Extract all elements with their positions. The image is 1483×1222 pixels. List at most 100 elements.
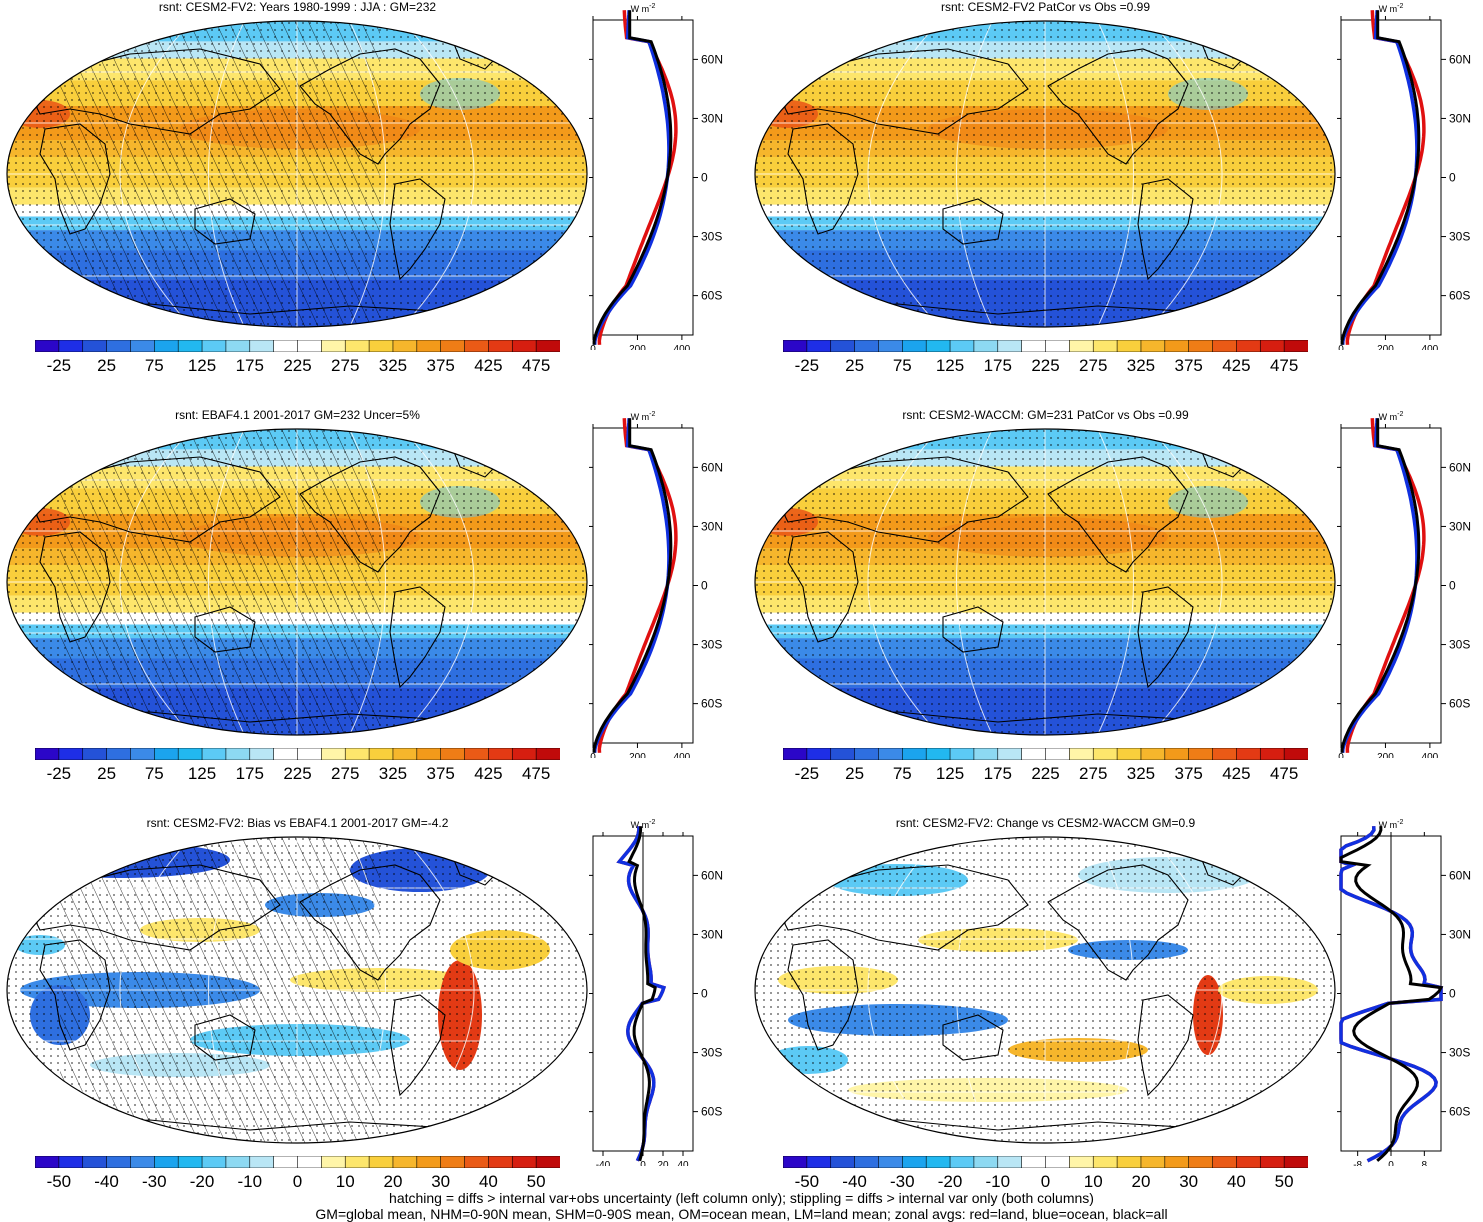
colorbar-tick-label: 175 bbox=[235, 356, 264, 375]
colorbar-tick-label: 275 bbox=[331, 356, 360, 375]
panel-title: rsnt: CESM2-FV2: Bias vs EBAF4.1 2001-20… bbox=[146, 816, 449, 830]
colorbar-swatch bbox=[440, 1156, 466, 1168]
colorbar-swatch bbox=[35, 1156, 60, 1168]
zonal-unit-label: W m-2 bbox=[631, 819, 656, 830]
robinson-map bbox=[754, 428, 1336, 736]
colorbar-swatch bbox=[392, 748, 418, 760]
colorbar-swatch bbox=[783, 340, 808, 352]
colorbar-tick-label: 75 bbox=[892, 764, 912, 783]
colorbar-tick-label: 375 bbox=[426, 764, 455, 783]
colorbar-tick-label: 325 bbox=[378, 764, 408, 783]
lat-tick-label: 30S bbox=[1449, 1046, 1470, 1060]
robinson-map bbox=[6, 836, 588, 1144]
colorbar-labels: -50 -40 -30 -20 -10 0 10 20 30 40 50 bbox=[35, 1172, 560, 1194]
zonal-x-tick-label: 200 bbox=[1377, 344, 1394, 350]
colorbar-swatch bbox=[249, 1156, 275, 1168]
colorbar-tick-label: 125 bbox=[935, 356, 965, 375]
colorbar-swatch bbox=[368, 340, 394, 352]
colorbar-tick-label: 475 bbox=[1269, 356, 1299, 375]
colorbar-swatch bbox=[1069, 748, 1095, 760]
colorbar-swatch bbox=[82, 748, 108, 760]
lat-tick-label: 30N bbox=[701, 519, 723, 533]
colorbar-tick-label: 475 bbox=[1269, 764, 1299, 783]
lat-tick-label: 30S bbox=[701, 1046, 722, 1060]
colorbar-swatch bbox=[997, 1156, 1023, 1168]
colorbar-swatch bbox=[949, 748, 975, 760]
colorbar-swatch bbox=[249, 748, 275, 760]
zonal-mean-plot: W m-2 60N 30N 0 30S 60S -8 0 8 bbox=[1337, 819, 1471, 1166]
colorbar-swatch bbox=[225, 748, 251, 760]
lat-tick-label: 60N bbox=[1449, 460, 1471, 474]
lat-tick-label: 0 bbox=[1449, 579, 1456, 593]
colorbar-swatch bbox=[806, 340, 832, 352]
colorbar-tick-label: 125 bbox=[187, 356, 217, 375]
colorbar-swatch bbox=[511, 748, 537, 760]
zonal-x-tick-label: 20 bbox=[657, 1160, 669, 1166]
colorbar-swatch bbox=[1092, 748, 1118, 760]
lat-tick-label: 30N bbox=[701, 927, 723, 941]
colorbar-swatch bbox=[177, 340, 203, 352]
lat-tick-label: 0 bbox=[1449, 171, 1456, 185]
panel-title: rsnt: CESM2-FV2: Change vs CESM2-WACCM G… bbox=[895, 816, 1196, 830]
colorbar-swatch bbox=[878, 340, 904, 352]
colorbar-swatch bbox=[154, 748, 179, 760]
colorbar-swatch bbox=[201, 340, 227, 352]
zonal-x-tick-label: 200 bbox=[629, 344, 646, 350]
colorbar-swatch bbox=[1212, 748, 1238, 760]
colorbar-swatch bbox=[154, 340, 179, 352]
map-field bbox=[7, 837, 587, 1143]
colorbar-swatch bbox=[1259, 748, 1285, 760]
colorbar-swatch bbox=[1116, 748, 1142, 760]
colorbar-swatch bbox=[806, 1156, 832, 1168]
lat-tick-label: 30N bbox=[1449, 519, 1471, 533]
colorbar-tick-label: 75 bbox=[144, 356, 164, 375]
zonal-line-all bbox=[592, 10, 673, 345]
colorbar-swatch bbox=[344, 748, 370, 760]
colorbar-swatch bbox=[1021, 1156, 1047, 1168]
colorbar-swatch bbox=[783, 748, 808, 760]
colorbar-swatch bbox=[488, 340, 514, 352]
colorbar-swatch bbox=[58, 340, 84, 352]
zonal-line-ocean bbox=[1339, 826, 1443, 1163]
zonal-line-all bbox=[1340, 10, 1421, 345]
colorbar-tick-label: 225 bbox=[1031, 356, 1060, 375]
colorbar-swatch bbox=[1092, 340, 1118, 352]
colorbar-swatch bbox=[464, 748, 490, 760]
colorbar-tick-label: 20 bbox=[1131, 1172, 1151, 1191]
colorbar-tick-label: -40 bbox=[842, 1172, 867, 1191]
colorbar-swatch bbox=[1236, 340, 1262, 352]
colorbar-swatch bbox=[344, 1156, 370, 1168]
colorbar-swatch bbox=[925, 340, 951, 352]
colorbar-tick-label: 25 bbox=[97, 356, 117, 375]
colorbar-tick-label: 75 bbox=[892, 356, 912, 375]
colorbar-swatch bbox=[488, 1156, 514, 1168]
colorbar-tick-label: 40 bbox=[478, 1172, 498, 1191]
map-panel-bias-vs-ebaf: rsnt: CESM2-FV2: Bias vs EBAF4.1 2001-20… bbox=[0, 816, 730, 1211]
colorbar-swatch bbox=[130, 340, 156, 352]
colorbar-swatch bbox=[1092, 1156, 1118, 1168]
zonal-line-all bbox=[592, 418, 673, 753]
colorbar-swatch bbox=[416, 748, 442, 760]
colorbar-labels: -25 25 75 125 175 225 275 325 375 425 475 bbox=[783, 764, 1308, 786]
colorbar-swatch bbox=[201, 748, 227, 760]
colorbar-swatch bbox=[488, 748, 514, 760]
colorbar-tick-label: -25 bbox=[794, 764, 820, 783]
lat-tick-label: 30S bbox=[701, 230, 722, 244]
colorbar-swatch bbox=[1116, 1156, 1142, 1168]
colorbar-swatch bbox=[878, 748, 904, 760]
colorbar-swatch bbox=[1212, 340, 1238, 352]
colorbar-swatch bbox=[1164, 748, 1190, 760]
colorbar-tick-label: -30 bbox=[142, 1172, 167, 1191]
colorbar-swatch bbox=[58, 1156, 84, 1168]
colorbar-swatch bbox=[392, 1156, 418, 1168]
colorbar-labels: -25 25 75 125 175 225 275 325 375 425 475 bbox=[35, 764, 560, 786]
lat-tick-label: 30N bbox=[1449, 111, 1471, 125]
colorbar-tick-label: 0 bbox=[292, 1172, 303, 1191]
zonal-x-tick-label: 8 bbox=[1422, 1160, 1428, 1166]
zonal-x-tick-label: 400 bbox=[674, 344, 691, 350]
colorbar-swatch bbox=[830, 748, 856, 760]
zonal-x-tick-label: 0 bbox=[590, 752, 596, 758]
colorbar-tick-label: 75 bbox=[144, 764, 164, 783]
colorbar-swatch bbox=[925, 1156, 951, 1168]
map-panel-change-vs-waccm: rsnt: CESM2-FV2: Change vs CESM2-WACCM G… bbox=[748, 816, 1478, 1211]
